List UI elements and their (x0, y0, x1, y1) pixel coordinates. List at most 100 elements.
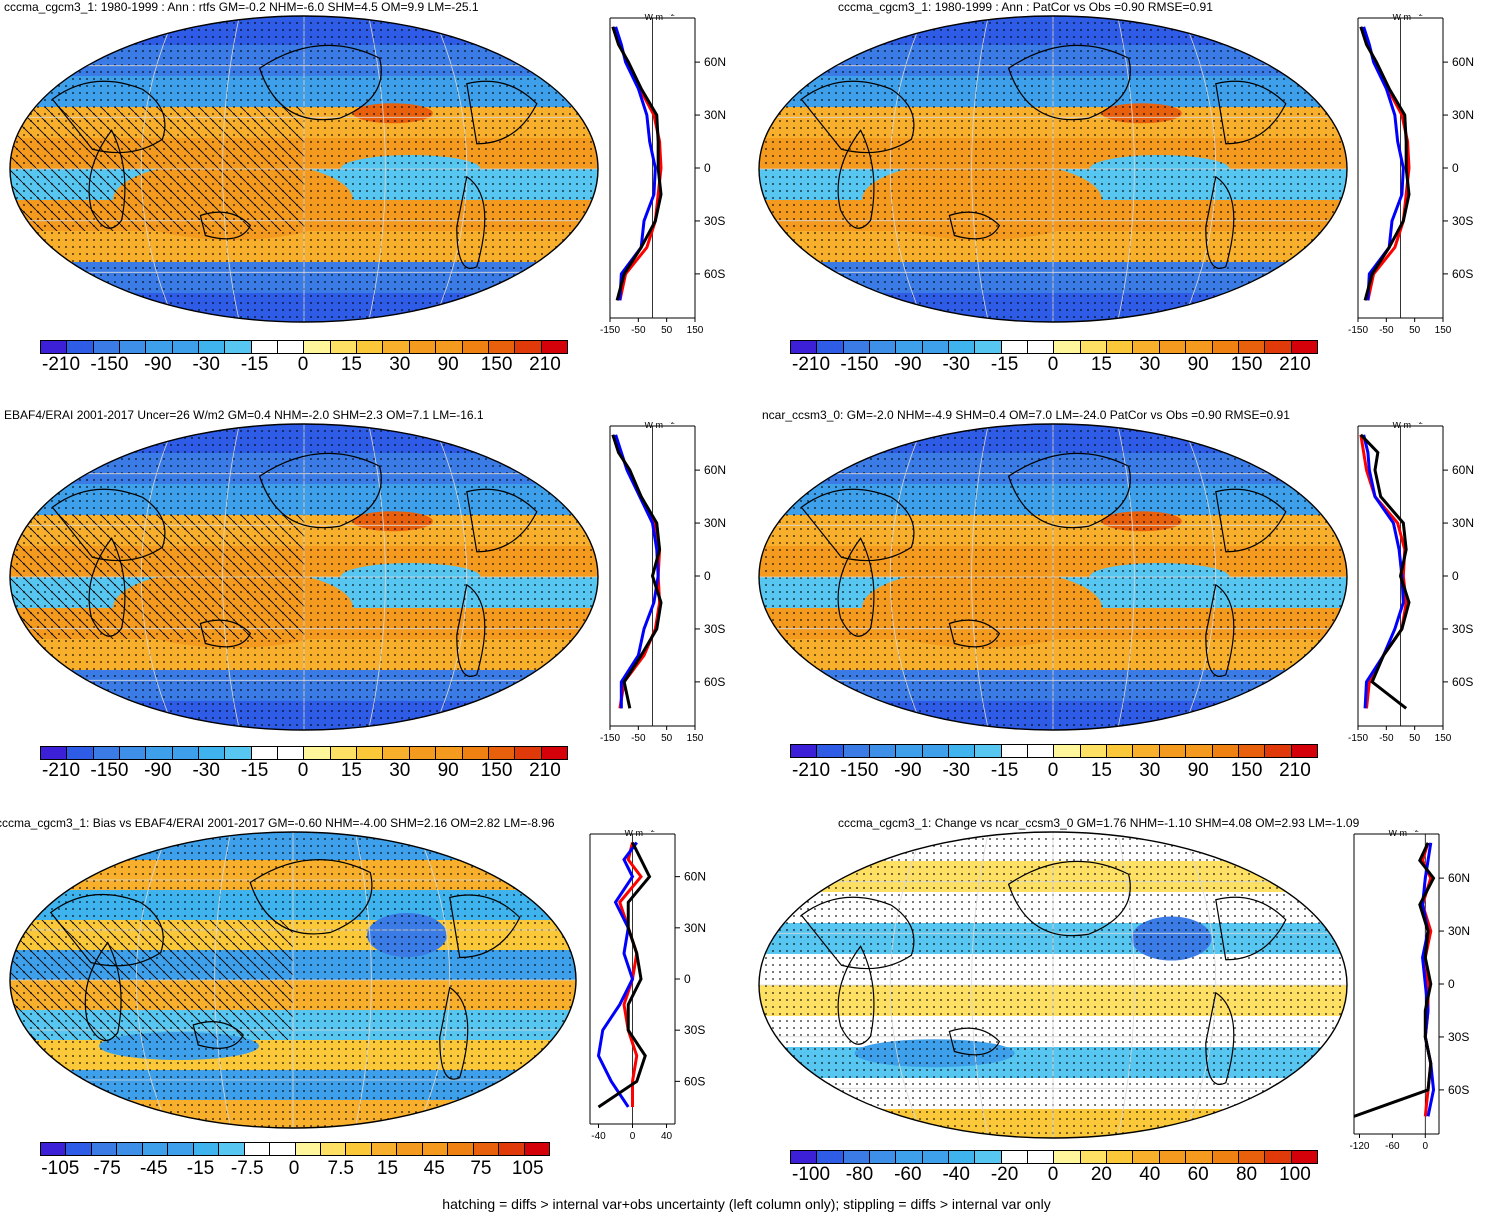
colorbar-tick-label: -90 (144, 354, 172, 375)
colorbar-cell (975, 1151, 1002, 1163)
lat-tick-label: 30S (704, 622, 725, 636)
colorbar-cell (270, 1143, 296, 1155)
zonal-line-blue (1362, 434, 1405, 709)
lat-tick-label: 30S (1452, 214, 1473, 228)
zonal-x-tick-label: 50 (1409, 325, 1421, 336)
colorbar-cell (91, 1143, 118, 1155)
colorbar-cell (330, 341, 358, 353)
zonal-unit-label: W m (1393, 422, 1412, 430)
colorbar-cell (397, 1143, 423, 1155)
colorbar-tick-label: 150 (1230, 354, 1263, 375)
colorbar-cell (1054, 341, 1081, 353)
colorbar-cell (515, 341, 542, 353)
lat-tick-label: 60N (704, 55, 726, 69)
zonal-line-red (618, 842, 643, 1107)
colorbar-cell (1107, 745, 1134, 757)
colorbar-tick-label: -210 (42, 354, 81, 375)
lat-tick-label: 0 (1452, 569, 1459, 583)
colorbar-cell (304, 747, 331, 759)
colorbar-cell (41, 1143, 67, 1155)
colorbar-cell (225, 341, 252, 353)
colorbar-cell (357, 747, 384, 759)
zonal-mean-plot: 60N 30N 0 30S 60S -120 -60 0 W m -2 (1349, 830, 1470, 1152)
global-map (758, 831, 1348, 1139)
colorbar-tick-label: -20 (990, 1164, 1019, 1185)
zonal-line-blue (596, 841, 638, 1108)
colorbar-cell (66, 1143, 92, 1155)
lat-tick-label: 30N (1452, 516, 1474, 530)
colorbar-cell (371, 1143, 398, 1155)
zonal-unit-label: W m (645, 14, 664, 22)
zonal-unit-label: W m (645, 422, 664, 430)
colorbar-cell (225, 747, 252, 759)
zonal-x-tick-label: -150 (600, 733, 620, 744)
zonal-mean-plot: 60N 30N 0 30S 60S -150 -50 50 150 W m -2 (1348, 14, 1474, 336)
colorbar-cell (251, 341, 279, 353)
colorbar-cell (278, 341, 305, 353)
colorbar-tick-label: -150 (840, 354, 879, 375)
colorbar-tick-label: -60 (894, 1164, 922, 1185)
colorbar-tick-label: 30 (1139, 354, 1161, 375)
zonal-unit-superscript: -2 (669, 422, 675, 426)
colorbar-tick-label: -30 (942, 760, 970, 781)
zonal-x-tick-label: -40 (591, 1131, 606, 1142)
colorbar-tick-label: -80 (845, 1164, 874, 1185)
colorbar-tick-label: -105 (41, 1158, 80, 1179)
colorbar-cell (1238, 745, 1266, 757)
colorbar-cell (462, 747, 489, 759)
colorbar-tick-label: 0 (1047, 760, 1059, 781)
colorbar (790, 340, 1318, 354)
lat-tick-label: 60N (1452, 463, 1474, 477)
colorbar-cell (896, 745, 923, 757)
colorbar-cell (120, 747, 147, 759)
colorbar-cell (172, 341, 200, 353)
colorbar-cell (295, 1143, 321, 1155)
zonal-line-black (597, 841, 652, 1109)
zonal-line-black (611, 26, 663, 301)
colorbar-cell (448, 1143, 474, 1155)
lat-tick-label: 0 (684, 972, 691, 986)
zonal-x-tick-label: -60 (1385, 1141, 1400, 1152)
colorbar-cell (791, 1151, 818, 1163)
colorbar-cell (843, 1151, 871, 1163)
colorbar-cell (922, 745, 950, 757)
colorbar-cell (436, 747, 463, 759)
lat-tick-label: 0 (1448, 977, 1455, 991)
colorbar-cell (1291, 745, 1317, 757)
lat-tick-label: 0 (704, 569, 711, 583)
colorbar-cell (1265, 745, 1292, 757)
colorbar-tick-label: -90 (894, 760, 922, 781)
zonal-x-tick-label: -50 (1379, 733, 1394, 744)
colorbar-tick-label: 40 (1139, 1164, 1161, 1185)
colorbar-cell (896, 341, 923, 353)
colorbar-cell (168, 1143, 194, 1155)
colorbar-tick-label: -90 (894, 354, 922, 375)
colorbar-tick-label: -150 (840, 760, 879, 781)
colorbar-tick-label: 150 (480, 760, 513, 781)
zonal-x-tick-label: -150 (600, 325, 620, 336)
colorbar-tick-label: -15 (240, 760, 269, 781)
zonal-x-tick-label: 150 (1435, 325, 1452, 336)
colorbar-cell (843, 745, 871, 757)
colorbar-tick-label: 15 (1090, 354, 1112, 375)
lat-tick-label: 30N (704, 108, 726, 122)
colorbar-cell (870, 1151, 897, 1163)
colorbar-cell (515, 747, 542, 759)
colorbar-tick-label: -210 (792, 760, 831, 781)
zonal-x-tick-label: -50 (631, 733, 646, 744)
zonal-line-red (1359, 434, 1408, 709)
colorbar-cell (219, 1143, 245, 1155)
colorbar-cell (462, 341, 489, 353)
colorbar-tick-label: 15 (340, 760, 362, 781)
zonal-mean-plot: 60N 30N 0 30S 60S -40 0 40 W m -2 (589, 830, 706, 1142)
colorbar-tick-label: -210 (42, 760, 81, 781)
colorbar-cell (1054, 745, 1081, 757)
colorbar-cell (1159, 1151, 1187, 1163)
panel-title: cccma_cgcm3_1: 1980-1999 : Ann : PatCor … (838, 0, 1213, 14)
colorbar-tick-label: 210 (529, 354, 561, 375)
lat-tick-label: 60S (704, 267, 725, 281)
lat-tick-label: 60S (684, 1074, 705, 1088)
colorbar-tick-label: -30 (192, 354, 220, 375)
colorbar-tick-label: -30 (942, 354, 970, 375)
colorbar-cell (383, 747, 410, 759)
